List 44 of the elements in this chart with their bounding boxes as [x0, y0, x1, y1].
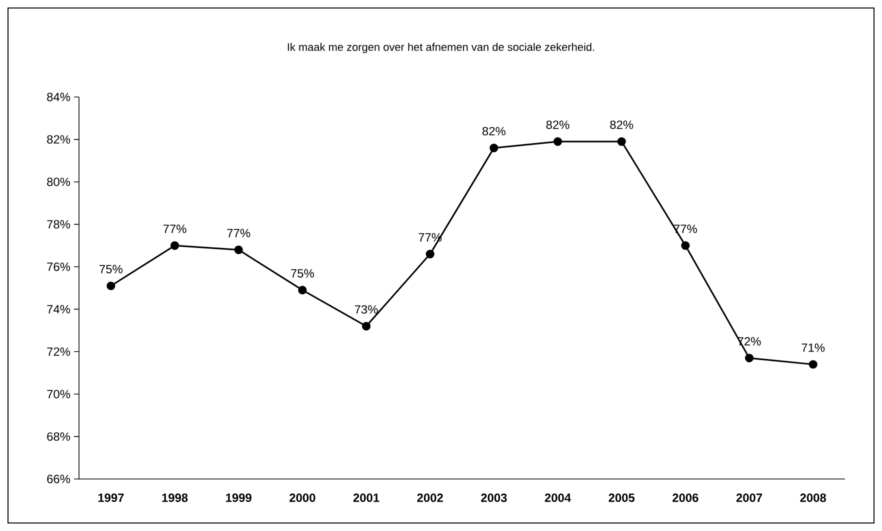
point: [617, 137, 626, 146]
point: [298, 286, 307, 294]
x-tick-label: 2003: [481, 494, 507, 502]
x-tick-label: 1998: [162, 494, 188, 502]
data-label: 75%: [100, 264, 122, 274]
y-tick-label: 74%: [47, 305, 70, 314]
chart-title: Ik maak me zorgen over het afnemen van de sociale zekerheid.: [288, 42, 594, 54]
point: [426, 250, 434, 258]
x-tick-label: 2004: [544, 494, 571, 502]
x-tick-label: 2001: [353, 494, 380, 502]
point: [744, 354, 754, 362]
point: [490, 144, 498, 152]
x-tick-label: 2006: [672, 494, 698, 502]
data-label: 82%: [482, 126, 506, 136]
y-tick-label: 82%: [47, 135, 70, 144]
y-tick-label: 68%: [47, 432, 70, 441]
x-tick-label: 1999: [226, 494, 252, 502]
x-tick-label: 2008: [800, 494, 826, 502]
y-tick-label: 72%: [47, 347, 70, 356]
y-tick-label: 70%: [47, 390, 70, 398]
point: [553, 137, 562, 146]
y-tick-label: 80%: [47, 178, 70, 186]
x-tick-label: 2000: [290, 494, 316, 502]
x-tick-label: 2007: [736, 494, 762, 502]
data-label: 77%: [227, 228, 250, 238]
y-tick-label: 84%: [47, 92, 70, 102]
data-label: 82%: [546, 120, 570, 130]
data-label: 82%: [610, 120, 634, 130]
y-tick-label: 78%: [47, 220, 70, 229]
point: [106, 282, 116, 290]
x-tick-label: 2005: [608, 494, 635, 502]
y-tick-label: 66%: [47, 474, 70, 484]
point: [808, 360, 818, 369]
data-label: 73%: [354, 305, 378, 314]
point: [362, 322, 371, 330]
x-tick-label: 2002: [417, 494, 443, 502]
point: [170, 241, 180, 250]
x-tick-label: 1997: [98, 494, 124, 502]
point: [681, 241, 690, 250]
data-label: 75%: [291, 269, 314, 278]
y-tick-label: 76%: [47, 262, 70, 271]
data-label: 77%: [163, 224, 186, 234]
point: [234, 245, 243, 254]
data-label: 71%: [802, 344, 825, 352]
